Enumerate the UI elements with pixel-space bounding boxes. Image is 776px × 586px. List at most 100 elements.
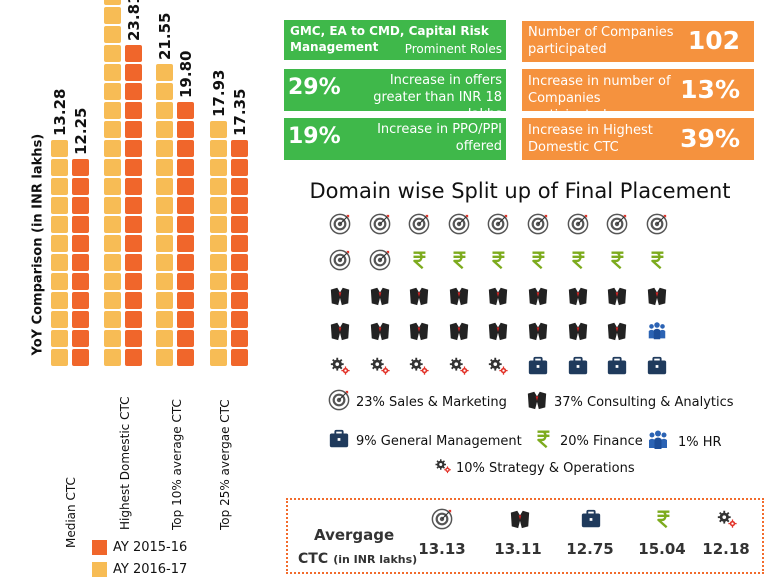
bar-block-ay2015 — [231, 235, 248, 252]
bar-block-ay2016 — [210, 349, 227, 366]
rupee-icon — [652, 508, 674, 530]
suit-icon — [448, 320, 470, 342]
suit-icon — [509, 508, 531, 530]
bar-block-ay2016 — [104, 7, 121, 24]
legend-finance: 20% Finance — [532, 428, 643, 454]
bar-block-ay2016 — [51, 178, 68, 195]
gears-icon — [434, 457, 452, 479]
bar-block-ay2015 — [177, 159, 194, 176]
briefcase-icon — [527, 355, 549, 377]
bar-block-ay2016 — [156, 292, 173, 309]
companies-num: 102 — [687, 26, 740, 55]
briefcase-icon — [606, 355, 628, 377]
legend-consulting-label: 37% Consulting & Analytics — [554, 394, 734, 410]
bar-block-ay2015 — [177, 254, 194, 271]
suit-icon — [329, 285, 351, 307]
bar-block-ay2016 — [210, 311, 227, 328]
bar-block-ay2016 — [104, 235, 121, 252]
target-icon — [606, 213, 628, 235]
bar-block-ay2016 — [104, 83, 121, 100]
ppo-pct: 19% — [288, 124, 341, 149]
bar-block-ay2016 — [156, 235, 173, 252]
legend-sales-label: 23% Sales & Marketing — [356, 394, 507, 410]
average-subtitle-unit: (in INR lakhs) — [333, 553, 418, 566]
data-label-ay2015: 23.81 — [125, 0, 143, 41]
bar-block-ay2016 — [210, 159, 227, 176]
bar-block-ay2015 — [231, 178, 248, 195]
gears-icon — [716, 508, 738, 530]
category-label-top25: Top 25% avergae CTC — [218, 399, 232, 530]
bar-block-ay2016 — [156, 64, 173, 81]
bar-block-ay2015 — [72, 292, 89, 309]
bar-block-ay2015 — [125, 83, 142, 100]
legend-sales: 23% Sales & Marketing — [328, 389, 507, 415]
bar-block-ay2016 — [210, 273, 227, 290]
bar-block-ay2016 — [104, 45, 121, 62]
bar-block-ay2015 — [72, 197, 89, 214]
suit-icon — [526, 389, 548, 415]
offers-pct: 29% — [288, 75, 341, 100]
bar-block-ay2015 — [125, 178, 142, 195]
bar-block-ay2015 — [125, 102, 142, 119]
bar-block-ay2016 — [104, 102, 121, 119]
legend-label-ay2015: AY 2015-16 — [113, 540, 188, 555]
briefcase-icon — [646, 355, 668, 377]
bar-block-ay2016 — [156, 273, 173, 290]
rupee-icon — [487, 249, 509, 271]
suit-icon — [448, 285, 470, 307]
card-offers-increase: 29% Increase in offers greater than INR … — [284, 69, 506, 111]
data-label-ay2016: 17.93 — [210, 69, 228, 117]
bar-block-ay2016 — [210, 140, 227, 157]
bar-block-ay2015 — [231, 197, 248, 214]
bar-block-ay2016 — [210, 235, 227, 252]
domain-split-title: Domain wise Split up of Final Placement — [309, 179, 731, 203]
bar-block-ay2016 — [104, 254, 121, 271]
bar-block-ay2015 — [125, 45, 142, 62]
bar-block-ay2015 — [72, 254, 89, 271]
bar-block-ay2016 — [51, 159, 68, 176]
bar-block-ay2015 — [72, 216, 89, 233]
suit-icon — [646, 285, 668, 307]
legend-strategy-label: 10% Strategy & Operations — [456, 460, 635, 476]
bar-block-ay2015 — [231, 273, 248, 290]
roles-title: GMC, EA to CMD, Capital Risk Management — [290, 24, 489, 54]
legend-consulting: 37% Consulting & Analytics — [526, 389, 734, 415]
bar-block-ay2016 — [210, 121, 227, 138]
avg-finance: 15.04 — [638, 540, 686, 558]
y-axis-label: YoY Comparison (in INR lakhs) — [30, 133, 46, 356]
bar-block-ay2016 — [210, 178, 227, 195]
bar-block-ay2016 — [51, 273, 68, 290]
bar-block-ay2016 — [156, 254, 173, 271]
people-icon — [646, 428, 670, 456]
suit-icon — [606, 320, 628, 342]
bar-block-ay2015 — [177, 235, 194, 252]
bar-block-ay2015 — [125, 273, 142, 290]
bar-block-ay2016 — [51, 311, 68, 328]
card-ctc-increase: Increase in Highest Domestic CTC 39% — [522, 118, 754, 160]
bar-block-ay2016 — [104, 197, 121, 214]
bar-block-ay2015 — [125, 311, 142, 328]
bar-block-ay2016 — [104, 311, 121, 328]
bar-block-ay2015 — [125, 121, 142, 138]
rupee-icon — [532, 428, 554, 454]
bar-block-ay2016 — [104, 64, 121, 81]
bar-block-ay2015 — [231, 254, 248, 271]
bar-block-ay2015 — [231, 140, 248, 157]
legend-gm: 9% General Management — [328, 428, 522, 454]
rupee-icon — [408, 249, 430, 271]
legend-hr-label: 1% HR — [678, 434, 722, 450]
ctc-inc-text: Increase in Highest Domestic CTC — [528, 123, 653, 155]
bar-block-ay2015 — [177, 330, 194, 347]
bar-block-ay2016 — [51, 254, 68, 271]
target-icon — [567, 213, 589, 235]
gears-icon — [448, 355, 470, 377]
target-icon — [369, 249, 391, 271]
bar-block-ay2015 — [231, 292, 248, 309]
bar-block-ay2016 — [104, 292, 121, 309]
bar-block-ay2015 — [177, 178, 194, 195]
bar-block-ay2016 — [210, 292, 227, 309]
bar-block-ay2016 — [51, 197, 68, 214]
suit-icon — [369, 320, 391, 342]
bar-block-ay2015 — [72, 349, 89, 366]
suit-icon — [408, 285, 430, 307]
